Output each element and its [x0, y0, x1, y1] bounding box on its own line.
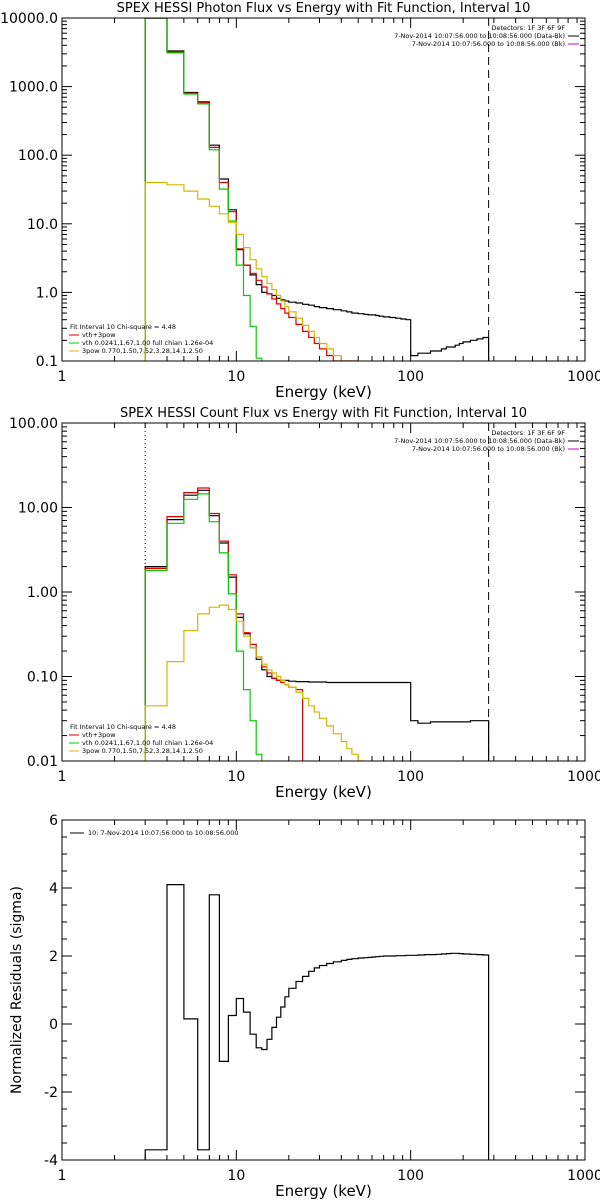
series-line-vth — [144, 493, 263, 761]
legend-bottom-left-entry: Fit Interval 10 Chi-square = 4.48 — [70, 323, 176, 331]
x-tick-label: 1000 — [567, 1168, 600, 1184]
plot-frame — [61, 422, 586, 762]
x-tick-label: 100 — [397, 769, 424, 785]
y-tick-label: 2 — [49, 949, 58, 965]
plot-frame — [61, 17, 586, 362]
y-tick-label: -2 — [44, 1085, 58, 1101]
legend-top-right-entry: Detectors: 1F 3F 6F 9F — [491, 24, 565, 32]
x-tick-label: 1 — [58, 369, 67, 385]
series-line-residuals — [144, 884, 490, 1160]
legend-top-right-entry: 7-Nov-2014 10:07:56.000 to 10:08:56.000 … — [394, 437, 565, 445]
y-tick-label: 10.00 — [18, 501, 58, 517]
x-axis-label: Energy (keV) — [275, 783, 372, 801]
y-tick-label: 4 — [49, 881, 58, 897]
y-tick-label: 0.1 — [36, 354, 58, 370]
chart-title: SPEX HESSI Count Flux vs Energy with Fit… — [120, 406, 527, 421]
y-tick-label: 1000.0 — [9, 80, 58, 96]
y-tick-label: 100.0 — [18, 148, 58, 164]
x-tick-label: 100 — [397, 1168, 424, 1184]
legend-bottom-left-entry: vth+3pow — [82, 331, 116, 339]
legend-top-right-entry: 7-Nov-2014 10:07:56.000 to 10:08:56.000 … — [412, 40, 565, 48]
x-axis-label: Energy (keV) — [275, 383, 372, 401]
legend-bottom-left-entry: vth 0.0241,1.67,1.00 full chian 1.26e-04 — [82, 739, 213, 747]
x-tick-label: 1000 — [567, 769, 600, 785]
legend-top-right-entry: Detectors: 1F 3F 6F 9F — [491, 429, 565, 437]
legend-bottom-left-entry: 3pow 0.770,1.50,7.52,3.28,14.1,2.50 — [82, 347, 203, 355]
x-tick-label: 1 — [58, 1168, 67, 1184]
x-axis-label: Energy (keV) — [275, 1182, 372, 1200]
legend-bottom-left-entry: Fit Interval 10 Chi-square = 4.48 — [70, 723, 176, 731]
x-tick-label: 1 — [58, 769, 67, 785]
y-tick-label: 0 — [49, 1017, 58, 1033]
y-tick-label: 1.00 — [27, 585, 58, 601]
legend-bottom-left-entry: 3pow 0.770,1.50,7.52,3.28,14.1,2.50 — [82, 747, 203, 755]
plot-frame — [61, 819, 586, 1161]
x-tick-label: 10 — [227, 369, 245, 385]
series-line-vth — [144, 18, 263, 361]
y-tick-label: 10000.0 — [0, 11, 58, 27]
y-tick-label: 10.0 — [27, 217, 58, 233]
chart-panel-3: 1 10 100 1000 -4 -2 0 2 4 6 Energy (keV) Normalized… — [9, 813, 600, 1200]
legend-bottom-left-entry: vth 0.0241,1.67,1.00 full chian 1.26e-04 — [82, 339, 213, 347]
y-tick-label: 1.0 — [36, 285, 58, 301]
y-tick-label: 6 — [49, 813, 58, 829]
x-tick-label: 10 — [227, 1168, 245, 1184]
y-tick-label: 0.01 — [27, 754, 58, 770]
legend-bottom-left-entry: vth+3pow — [82, 731, 116, 739]
x-tick-label: 10 — [227, 769, 245, 785]
x-tick-label: 100 — [397, 369, 424, 385]
legend-top-left-entry: 10: 7-Nov-2014 10:07:56.000 to 10:08:56.… — [88, 829, 238, 837]
chart-panel-2: 1 10 100 1000 0.01 0.10 1.00 10.00 100.00 SPEX HE… — [9, 406, 600, 801]
y-tick-label: 0.10 — [27, 670, 58, 686]
y-tick-label: -4 — [44, 1153, 58, 1169]
legend-top-right-entry: 7-Nov-2014 10:07:56.000 to 10:08:56.000 … — [412, 445, 565, 453]
x-tick-label: 1000 — [567, 369, 600, 385]
y-axis-label: Normalized Residuals (sigma) — [9, 886, 25, 1094]
chart-title: SPEX HESSI Photon Flux vs Energy with Fi… — [117, 1, 531, 16]
legend-top-right-entry: 7-Nov-2014 10:07:56.000 to 10:08:56.000 … — [394, 32, 565, 40]
series-line-3pow — [144, 604, 364, 761]
y-tick-label: 100.00 — [9, 416, 58, 432]
series-line-3pow — [144, 181, 359, 361]
chart-panel-1: 1 10 100 1000 0.1 1.0 10.0 100.0 1000.0 10000.0 SP… — [0, 1, 600, 401]
